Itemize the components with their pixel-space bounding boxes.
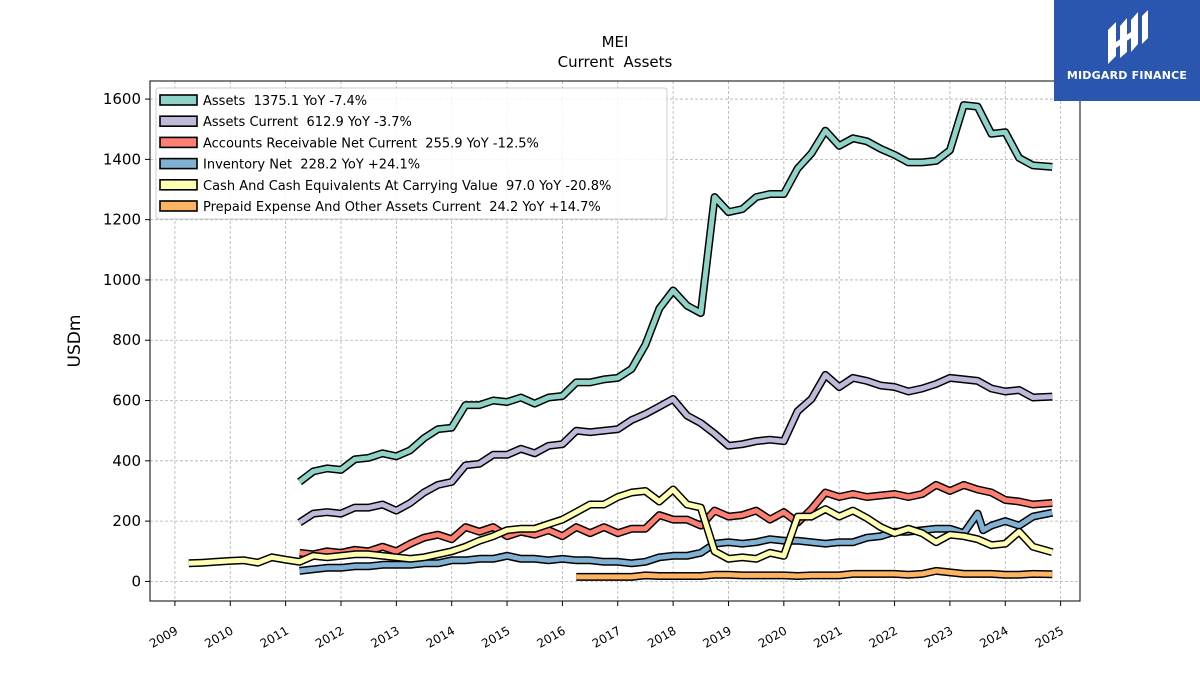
x-tick-label: 2018 [645, 623, 678, 650]
y-tick-label: 400 [112, 452, 141, 470]
series-line [299, 482, 1053, 557]
x-tick-label: 2014 [424, 623, 457, 650]
series-line [188, 487, 1053, 566]
series-line [576, 568, 1053, 580]
x-tick-label: 2024 [977, 623, 1010, 650]
y-axis-label: USDm [65, 315, 85, 368]
x-tick-label: 2011 [258, 623, 291, 650]
series-layer [188, 101, 1054, 581]
legend-label: Prepaid Expense And Other Assets Current… [203, 200, 601, 215]
x-tick-label: 2017 [590, 623, 623, 650]
series-4 [299, 508, 1054, 575]
logo-mark-icon [1108, 10, 1148, 64]
x-tick-label: 2009 [147, 623, 180, 650]
legend-swatch [159, 136, 198, 149]
x-tick-label: 2012 [313, 623, 346, 650]
x-tick-label: 2015 [479, 623, 512, 650]
series-2 [297, 370, 1053, 526]
legend-swatch [159, 179, 198, 191]
series-line [297, 102, 1053, 484]
legend-label: Cash And Cash Equivalents At Carrying Va… [203, 179, 611, 194]
x-tick-label: 2016 [534, 623, 567, 650]
series-6 [576, 566, 1053, 581]
legend-swatch [159, 94, 198, 106]
legend: Assets 1375.1 YoY -7.4% Assets Current 61… [155, 87, 668, 220]
legend-label: Inventory Net 228.2 YoY +24.1% [203, 158, 420, 173]
x-tick-label: 2022 [867, 623, 900, 650]
y-tick-label: 0 [131, 572, 141, 590]
x-tick-label: 2023 [922, 623, 955, 650]
y-tick-label: 1000 [103, 271, 141, 289]
chart-title: MEI [602, 33, 629, 51]
y-tick-label: 200 [112, 512, 141, 530]
y-tick-label: 1400 [103, 150, 141, 168]
series-5 [188, 485, 1054, 568]
series-1 [297, 101, 1053, 486]
logo-text: MIDGARD FINANCE [1066, 69, 1188, 82]
series-line [299, 510, 1053, 574]
y-tick-label: 600 [112, 392, 141, 410]
y-tick-label: 1200 [103, 211, 141, 229]
legend-box [155, 87, 668, 220]
legend-label: Assets Current 612.9 YoY -3.7% [203, 115, 412, 130]
y-tick-label: 800 [112, 331, 141, 349]
legend-label: Accounts Receivable Net Current 255.9 Yo… [203, 136, 539, 151]
x-tick-label: 2013 [368, 623, 401, 650]
x-tick-label: 2020 [756, 623, 789, 650]
legend-swatch [159, 200, 198, 212]
x-tick-label: 2021 [811, 623, 844, 650]
series-line [298, 372, 1053, 525]
x-tick-label: 2019 [701, 623, 734, 650]
y-tick-label: 1600 [103, 90, 141, 108]
x-tick-label: 2010 [202, 623, 235, 650]
chart-subtitle: Current Assets [558, 53, 673, 71]
series-3 [299, 480, 1053, 559]
legend-label: Assets 1375.1 YoY -7.4% [203, 94, 367, 109]
brand-logo: MIDGARD FINANCE [1054, 0, 1200, 101]
x-tick-label: 2025 [1033, 623, 1066, 650]
plot-frame [149, 80, 1081, 602]
legend-swatch [159, 115, 198, 127]
legend-swatch [159, 157, 198, 170]
